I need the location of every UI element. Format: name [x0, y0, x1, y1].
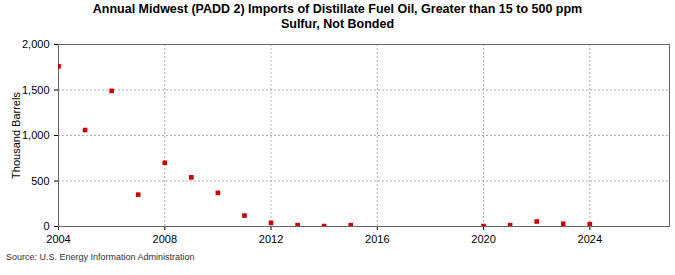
html-text:Source: U.S. Energy Informatio: Source: U.S. Energy Information Administ…: [6, 252, 195, 262]
svg-text:Thousand Barrels: Thousand Barrels: [10, 92, 22, 179]
svg-text:2008: 2008: [153, 233, 177, 245]
svg-text:1,500: 1,500: [22, 84, 50, 96]
svg-text:2016: 2016: [365, 233, 389, 245]
svg-text:500: 500: [31, 175, 49, 187]
svg-text:2012: 2012: [259, 233, 283, 245]
svg-text:2,000: 2,000: [22, 38, 50, 50]
svg-text:2024: 2024: [578, 233, 602, 245]
html-text:Annual Midwest (PADD 2) Import: Annual Midwest (PADD 2) Imports of Disti…: [92, 2, 583, 31]
svg-text:0: 0: [43, 220, 49, 232]
svg-text:1,000: 1,000: [22, 129, 50, 141]
svg-text:2004: 2004: [46, 233, 70, 245]
svg-text:2020: 2020: [471, 233, 495, 245]
